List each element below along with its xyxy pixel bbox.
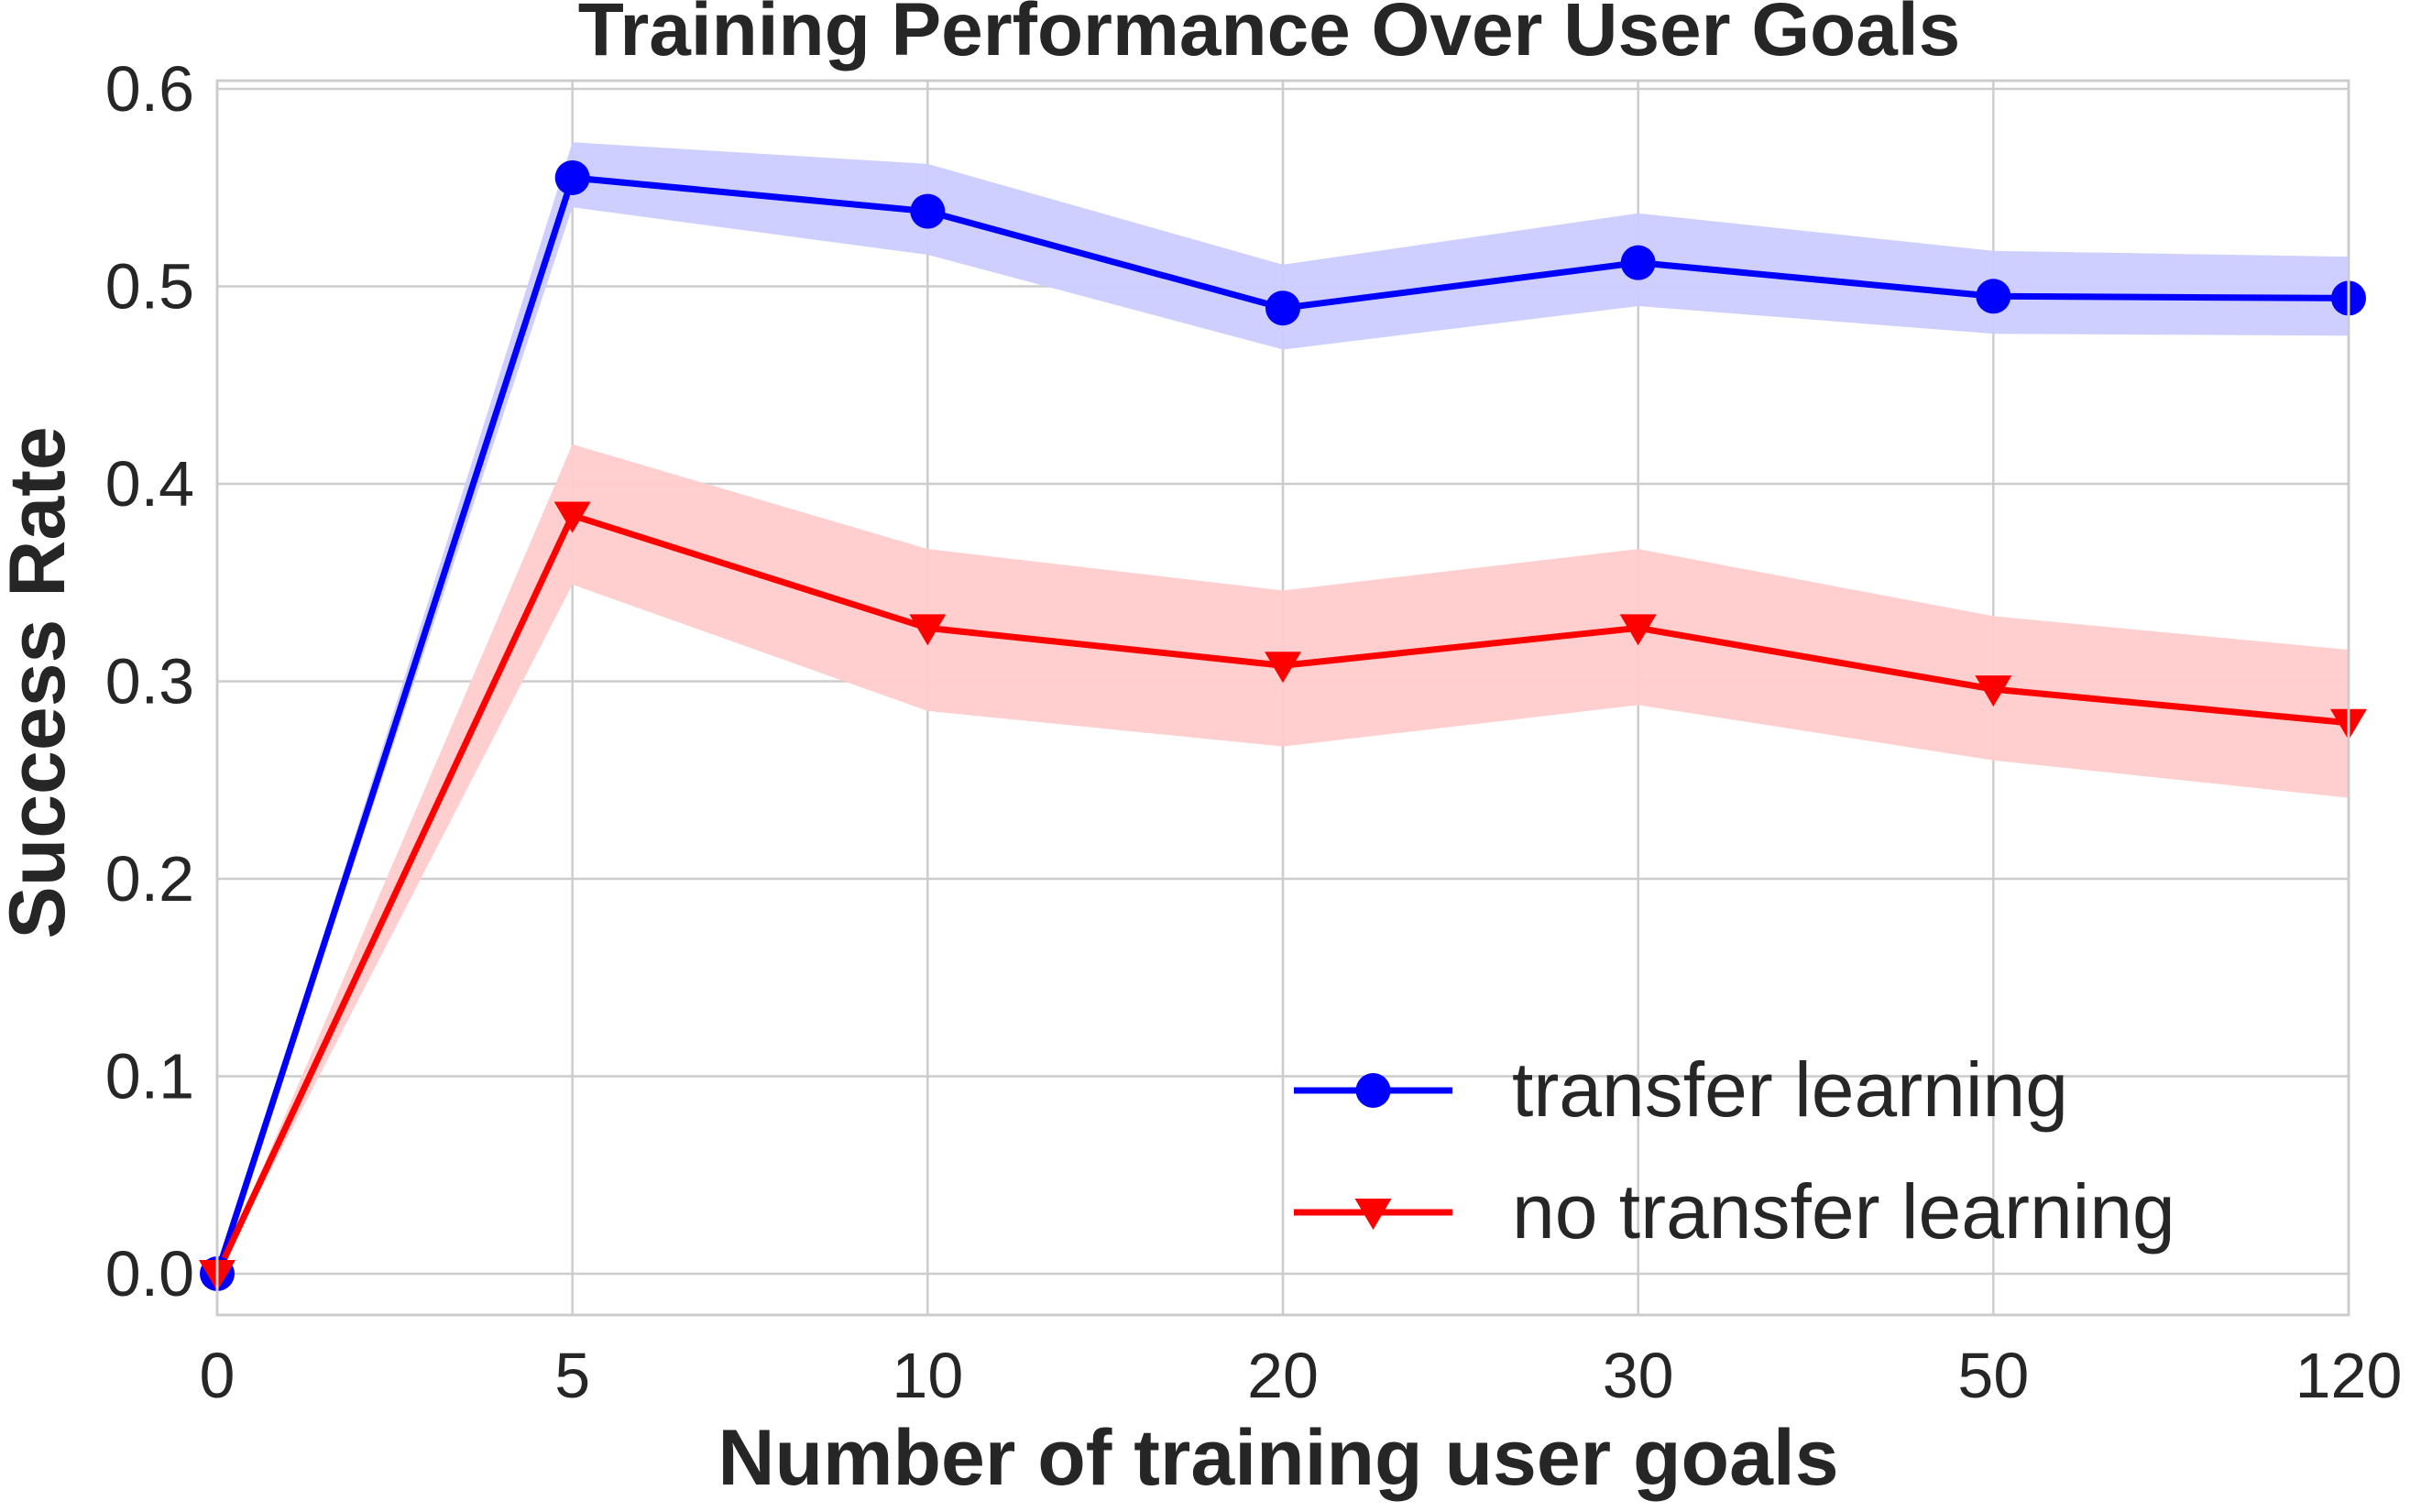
x-tick-label: 120 bbox=[2295, 1340, 2403, 1411]
y-tick-label: 0.5 bbox=[105, 251, 194, 323]
data-point-triangle bbox=[553, 501, 591, 533]
x-tick-label: 50 bbox=[1957, 1340, 2029, 1411]
confidence-bands bbox=[217, 142, 2349, 1274]
plot-frame bbox=[215, 79, 2350, 1317]
data-point-circle bbox=[1265, 290, 1300, 326]
confidence-band-series-2 bbox=[217, 444, 2349, 1274]
legend: transfer learning no transfer learning bbox=[1294, 1046, 2175, 1255]
x-tick-label: 5 bbox=[554, 1340, 590, 1411]
chart-title: Training Performance Over User Goals bbox=[578, 0, 1960, 71]
data-point-triangle bbox=[909, 614, 947, 646]
data-point-triangle bbox=[1265, 652, 1301, 684]
legend-marker-circle bbox=[1355, 1073, 1391, 1108]
legend-label: no transfer learning bbox=[1512, 1168, 2175, 1255]
x-tick-label: 20 bbox=[1247, 1340, 1319, 1411]
legend-marker-triangle bbox=[1354, 1199, 1392, 1230]
series-markers bbox=[199, 159, 2367, 1291]
x-tick-label: 0 bbox=[200, 1340, 236, 1411]
data-point-circle bbox=[1976, 279, 2011, 314]
data-point-circle bbox=[554, 159, 590, 195]
y-tick-label: 0.6 bbox=[105, 53, 194, 125]
data-point-circle bbox=[1620, 245, 1656, 280]
data-point-triangle bbox=[1619, 614, 1657, 646]
tick-labels: 0 5 10 20 30 50 120 0.0 0.1 0.2 0.3 0.4 0.5 0.6 bbox=[105, 53, 2403, 1411]
x-tick-label: 10 bbox=[892, 1340, 963, 1411]
x-tick-label: 30 bbox=[1603, 1340, 1674, 1411]
y-tick-label: 0.4 bbox=[105, 448, 194, 520]
y-tick-label: 0.1 bbox=[105, 1041, 194, 1112]
y-tick-label: 0.2 bbox=[105, 843, 194, 915]
confidence-band-series-1 bbox=[217, 142, 2349, 1274]
y-tick-label: 0.3 bbox=[105, 646, 194, 718]
data-point-circle bbox=[910, 193, 946, 229]
data-point-triangle bbox=[1975, 675, 2012, 707]
y-axis-label: Success Rate bbox=[0, 426, 82, 938]
y-tick-label: 0.0 bbox=[105, 1238, 194, 1309]
x-axis-label: Number of training user goals bbox=[718, 1414, 1838, 1502]
legend-label: transfer learning bbox=[1512, 1046, 2068, 1133]
